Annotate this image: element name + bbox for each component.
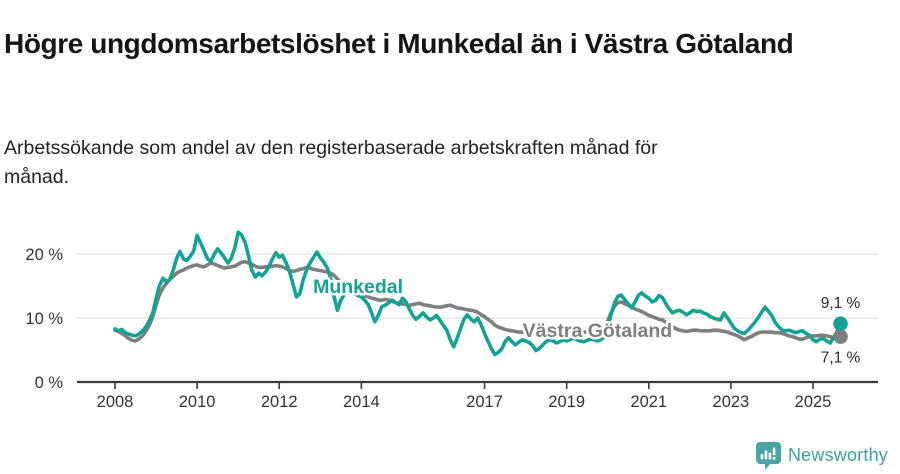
series-line-munkedal [113, 230, 843, 357]
x-axis-tick-label: 2012 [261, 393, 298, 411]
x-axis-tick-label: 2014 [343, 393, 380, 411]
y-axis-tick-label: 20 % [25, 246, 63, 264]
x-axis-tick-label: 2017 [466, 393, 503, 411]
x-axis-tick-label: 2021 [630, 393, 667, 411]
chart-title: Högre ungdomsarbetslöshet i Munkedal än … [4, 27, 794, 59]
y-axis-tick-label: 10 % [25, 310, 63, 328]
series-end-dot [833, 329, 848, 344]
y-axis-tick-label: 0 % [35, 374, 64, 392]
series-end-value-label: 7,1 % [821, 350, 861, 367]
newsworthy-bubble-barchart-icon [755, 442, 781, 470]
chart-subtitle: Arbetssökande som andel av den registerb… [4, 136, 658, 188]
newsworthy-wordmark: Newsworthy [787, 445, 888, 465]
series-end-value-label: 9,1 % [821, 295, 861, 312]
series-end-dot [833, 316, 848, 332]
x-axis-tick-label: 2023 [713, 393, 750, 411]
series-line-västra-götaland [113, 259, 843, 343]
newsworthy-logo: Newsworthy [755, 441, 888, 470]
x-axis-tick-label: 2010 [179, 393, 216, 411]
series-label: Munkedal [313, 276, 403, 298]
x-axis-tick-label: 2008 [97, 393, 134, 411]
x-axis-tick-label: 2019 [548, 393, 585, 411]
line-chart: 0 % 10 % 20 % 2008 2010 2012 2014 2017 2019 2021 2… [25, 230, 878, 411]
x-axis-tick-label: 2025 [795, 393, 832, 411]
series-label: Västra Götaland [523, 320, 673, 342]
